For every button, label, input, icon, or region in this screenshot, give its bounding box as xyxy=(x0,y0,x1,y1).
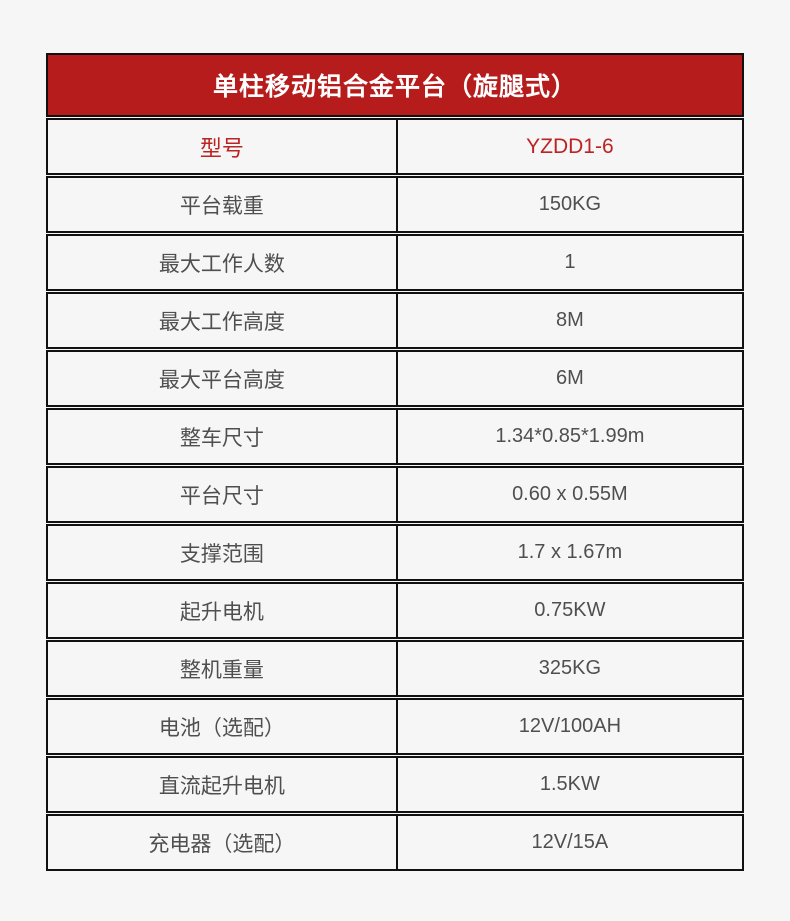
spec-label: 起升电机 xyxy=(48,584,398,637)
table-row: 最大平台高度 6M xyxy=(46,350,744,407)
spec-label: 平台载重 xyxy=(48,178,398,231)
spec-label: 充电器（选配） xyxy=(48,816,398,869)
product-spec-table: 单柱移动铝合金平台（旋腿式） 型号 YZDD1-6 平台载重 150KG 最大工… xyxy=(46,53,744,871)
spec-label: 整车尺寸 xyxy=(48,410,398,463)
table-row: 最大工作高度 8M xyxy=(46,292,744,349)
spec-value: 12V/15A xyxy=(531,831,609,853)
spec-label: 整机重量 xyxy=(48,642,398,695)
spec-value: YZDD1-6 xyxy=(526,134,614,158)
spec-label: 型号 xyxy=(48,120,398,173)
table-row: 整机重量 325KG xyxy=(46,640,744,697)
spec-value: 325KG xyxy=(538,657,602,679)
table-row: 平台载重 150KG xyxy=(46,176,744,233)
table-row: 直流起升电机 1.5KW xyxy=(46,756,744,813)
spec-table-body: 型号 YZDD1-6 平台载重 150KG 最大工作人数 1 最大工作高度 8M… xyxy=(46,118,744,871)
table-row: 整车尺寸 1.34*0.85*1.99m xyxy=(46,408,744,465)
spec-label: 平台尺寸 xyxy=(48,468,398,521)
spec-label: 最大工作高度 xyxy=(48,294,398,347)
spec-value: 1.7 x 1.67m xyxy=(517,541,623,563)
spec-label: 最大平台高度 xyxy=(48,352,398,405)
spec-value: 1 xyxy=(564,251,576,273)
spec-label: 支撑范围 xyxy=(48,526,398,579)
table-row: 最大工作人数 1 xyxy=(46,234,744,291)
spec-value: 8M xyxy=(555,309,584,331)
table-row: 支撑范围 1.7 x 1.67m xyxy=(46,524,744,581)
table-row: 电池（选配） 12V/100AH xyxy=(46,698,744,755)
spec-label: 直流起升电机 xyxy=(48,758,398,811)
spec-label: 最大工作人数 xyxy=(48,236,398,289)
table-row: 平台尺寸 0.60 x 0.55M xyxy=(46,466,744,523)
spec-value: 150KG xyxy=(538,193,602,215)
table-row: 起升电机 0.75KW xyxy=(46,582,744,639)
spec-value: 12V/100AH xyxy=(518,715,622,737)
table-row: 型号 YZDD1-6 xyxy=(46,118,744,175)
table-title: 单柱移动铝合金平台（旋腿式） xyxy=(46,53,744,117)
spec-label: 电池（选配） xyxy=(48,700,398,753)
spec-value: 6M xyxy=(555,367,584,389)
table-row: 充电器（选配） 12V/15A xyxy=(46,814,744,871)
spec-value: 1.34*0.85*1.99m xyxy=(495,425,645,447)
spec-value: 0.75KW xyxy=(534,599,606,621)
spec-value: 0.60 x 0.55M xyxy=(512,483,628,505)
spec-value: 1.5KW xyxy=(539,773,600,795)
